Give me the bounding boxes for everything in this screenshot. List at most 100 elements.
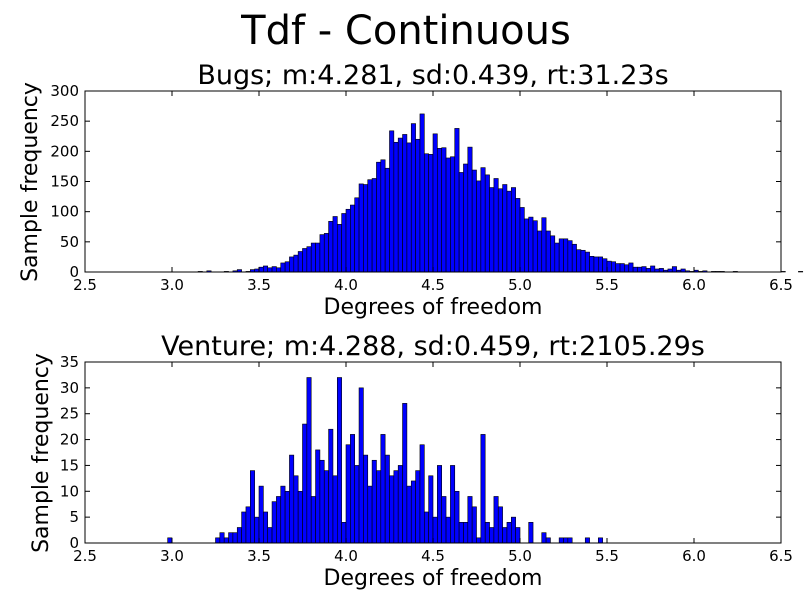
venture-x-tick-label: 5.0 [508,547,532,565]
bugs-bar [336,224,342,273]
bugs-bar [563,238,569,273]
bugs-bar [480,167,486,273]
venture-bar [267,527,273,544]
venture-bar [541,532,547,544]
venture-x-tick-label: 4.5 [421,547,445,565]
bugs-bar [606,260,612,273]
venture-bar [454,490,460,544]
bugs-bar [545,230,551,273]
bugs-x-tick-label: 4.0 [334,276,358,294]
venture-y-axis-label: Sample frequency [29,353,54,553]
venture-bar [423,511,429,544]
venture-x-tick-label: 3.5 [247,547,271,565]
venture-y-tick-label: 5 [69,508,79,526]
bugs-bar [354,197,360,273]
bugs-bar [445,157,451,273]
venture-bar [293,475,299,544]
venture-bar [432,516,438,544]
venture-bar [358,387,364,544]
bugs-bar [345,208,351,273]
bugs-bar [371,178,377,273]
bugs-bar [423,153,429,273]
bugs-bar [380,159,386,273]
bugs-bar [541,217,547,273]
venture-bar [284,490,290,544]
bugs-bar [602,258,608,273]
venture-bar [597,537,603,544]
bugs-bar [437,148,443,273]
venture-x-tick-label: 3.0 [160,547,184,565]
bugs-bar [524,218,529,273]
venture-x-axis-label: Degrees of freedom [324,566,543,591]
bugs-bar [558,238,564,273]
bugs-axis-ticks: 2.5 3.0 3.5 4.0 4.5 5.0 5.5 6.0 6.5 0 50 100 150 200 2… [50,82,793,294]
venture-bar [445,516,451,544]
bugs-bar [267,267,273,273]
venture-bar [263,511,269,544]
bugs-panel-title: Bugs; m:4.281, sd:0.439, rt:31.23s [197,60,668,91]
venture-bar [558,537,564,544]
bugs-x-tick-label: 4.5 [421,276,445,294]
bugs-bar [515,198,521,273]
bugs-y-tick-label: 250 [50,112,79,130]
bugs-x-tick-label: 2.5 [73,276,97,294]
bugs-bar [350,204,356,273]
bugs-bar [341,213,347,273]
bugs-bar [332,216,338,273]
venture-bar [545,537,551,544]
bugs-bar [258,266,264,273]
bugs-bar [593,256,599,273]
venture-histogram-panel: Venture; m:4.288, sd:0.459, rt:2105.29s … [29,331,793,591]
venture-bar [489,527,495,544]
bugs-x-tick-label: 5.5 [595,276,619,294]
venture-bar [428,475,434,544]
venture-bar [502,527,508,544]
bugs-bar [580,249,586,273]
venture-bar [563,537,569,544]
bugs-x-tick-label: 6.5 [769,276,793,294]
bugs-y-tick-label: 50 [60,233,79,251]
venture-bar [528,522,534,544]
bugs-bar [780,271,786,273]
bugs-bar [476,180,482,273]
venture-bar [419,444,425,544]
figure-title: Tdf - Continuous [240,8,571,54]
bugs-bar [454,128,460,273]
venture-bar [476,537,482,544]
venture-y-tick-label: 10 [60,482,79,500]
bugs-bar [389,130,395,273]
venture-bar [406,485,412,544]
venture-y-tick-label: 35 [60,353,79,371]
bugs-bar [284,261,290,273]
bugs-bar [276,267,282,273]
venture-x-tick-label: 2.5 [73,547,97,565]
bugs-bar [519,207,525,273]
bugs-bar [502,184,508,273]
venture-bar [276,496,282,544]
bugs-y-tick-label: 300 [50,82,79,100]
bugs-bar [467,146,473,273]
venture-x-tick-label: 6.5 [769,547,793,565]
venture-bar [506,522,512,544]
venture-bar [258,485,264,544]
bugs-bar [393,141,399,273]
bugs-y-tick-label: 100 [50,203,79,221]
bugs-bar [798,271,804,273]
bugs-bars [197,113,804,273]
bugs-bar [550,235,556,273]
venture-bar [363,454,369,544]
bugs-bar [628,262,634,273]
venture-y-tick-label: 30 [60,379,79,397]
bugs-bar [280,262,286,273]
venture-bar [271,501,277,544]
venture-bar [232,532,238,544]
bugs-bar [293,254,299,273]
venture-bar [480,434,486,544]
venture-bar [484,522,490,544]
bugs-bar [402,134,408,273]
venture-bar [415,470,421,544]
bugs-bar [650,265,656,273]
bugs-bar [367,179,373,273]
bugs-bar [632,266,638,273]
venture-y-tick-label: 0 [69,534,79,552]
